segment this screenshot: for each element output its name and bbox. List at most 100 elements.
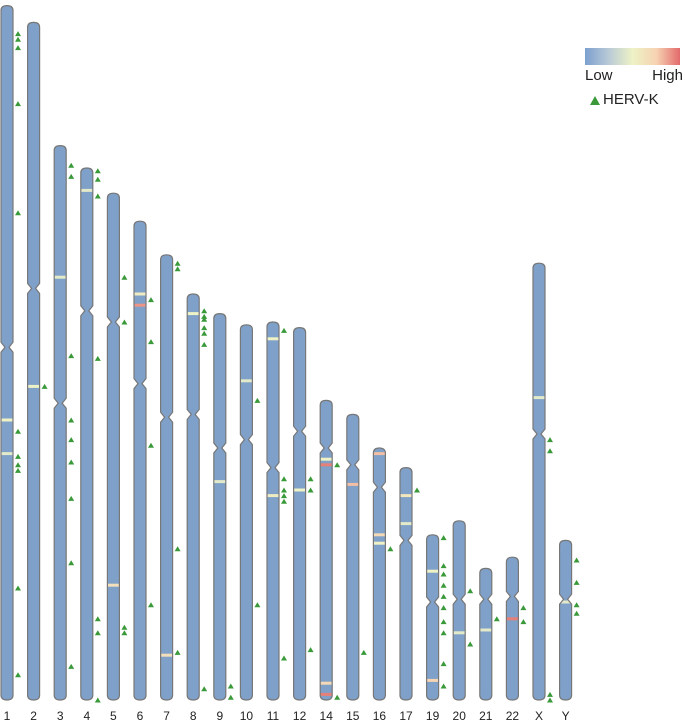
band-group xyxy=(213,480,226,484)
chromosome-label: 3 xyxy=(57,709,64,723)
herv-k-marker xyxy=(121,274,128,280)
chromosome-label: 4 xyxy=(83,709,90,723)
chromosome-outline xyxy=(532,262,546,701)
herv-k-marker xyxy=(440,571,447,577)
herv-k-marker xyxy=(440,630,447,636)
density-band xyxy=(453,631,466,635)
herv-k-marker xyxy=(573,557,580,563)
chromosome-label: 16 xyxy=(373,709,387,723)
herv-k-marker xyxy=(15,585,21,591)
herv-k-marker xyxy=(467,641,474,647)
herv-k-marker xyxy=(440,535,447,541)
density-band xyxy=(213,480,226,484)
herv-k-marker xyxy=(174,649,181,655)
band-group xyxy=(1,418,13,456)
herv-k-marker xyxy=(440,605,447,611)
herv-k-marker xyxy=(281,498,287,504)
herv-k-marker xyxy=(15,453,21,459)
herv-k-marker xyxy=(15,36,21,42)
chromosome xyxy=(479,568,492,700)
herv-k-marker xyxy=(573,610,580,616)
herv-k-marker xyxy=(334,694,341,700)
chromosome-outline xyxy=(399,466,413,701)
herv-k-marker xyxy=(440,661,447,667)
chromosome xyxy=(160,254,173,701)
legend-marker xyxy=(590,96,600,105)
chromosome xyxy=(80,168,93,700)
band-group xyxy=(559,600,572,604)
herv-k-marker xyxy=(547,437,553,443)
chromosome-outline xyxy=(293,326,307,701)
herv-k-marker xyxy=(467,588,474,594)
herv-k-marker xyxy=(201,341,208,347)
band-group xyxy=(506,617,519,621)
density-band xyxy=(373,533,386,537)
herv-k-marker xyxy=(68,560,75,566)
herv-k-marker xyxy=(547,697,553,703)
chromosome-outline xyxy=(133,220,147,701)
chromosome-label: 19 xyxy=(426,709,440,723)
density-band xyxy=(160,653,173,657)
chromosome-outline xyxy=(505,556,519,701)
herv-k-marker xyxy=(201,325,208,331)
band-group xyxy=(346,482,359,486)
chromosome xyxy=(373,448,386,700)
density-band xyxy=(267,337,279,341)
chromosome-label: 11 xyxy=(267,709,280,723)
herv-k-marker xyxy=(387,546,394,552)
herv-k-marker xyxy=(227,683,234,689)
chromosome-label: 21 xyxy=(479,709,493,723)
herv-k-marker xyxy=(174,260,181,266)
density-band xyxy=(400,522,412,526)
density-band xyxy=(426,678,439,682)
density-band xyxy=(1,418,13,422)
chromosome xyxy=(240,324,253,700)
density-band xyxy=(27,384,40,388)
legend-marker-label: HERV-K xyxy=(603,91,659,108)
herv-k-marker xyxy=(121,630,128,636)
band-group xyxy=(107,583,120,587)
chromosome-outline xyxy=(372,447,386,701)
herv-k-marker xyxy=(41,383,48,389)
herv-k-marker xyxy=(148,442,154,448)
herv-k-marker xyxy=(174,546,181,552)
herv-k-marker xyxy=(360,649,367,655)
density-band xyxy=(559,600,572,604)
chromosome xyxy=(134,221,146,700)
chromosome-label: 1 xyxy=(4,709,11,723)
band-group xyxy=(320,457,333,696)
density-band xyxy=(426,569,439,573)
chromosome-outline xyxy=(106,192,120,701)
chromosome xyxy=(54,145,67,701)
chromosome xyxy=(506,557,519,700)
band-group xyxy=(54,275,67,279)
herv-k-marker xyxy=(68,459,75,465)
chromosome-outline xyxy=(559,539,573,701)
chromosome xyxy=(1,5,13,701)
density-band xyxy=(373,452,386,456)
herv-k-marker xyxy=(440,593,447,599)
herv-k-marker xyxy=(227,694,234,700)
chromosome-label: 5 xyxy=(110,709,117,723)
herv-k-marker xyxy=(254,397,261,403)
herv-k-marker xyxy=(15,428,21,434)
band-group xyxy=(134,292,146,307)
herv-k-marker xyxy=(15,45,21,51)
band-group xyxy=(80,188,93,192)
chromosome-outline xyxy=(426,534,440,701)
chromosome xyxy=(27,22,40,700)
chromosome-outline xyxy=(213,312,227,701)
herv-k-marker xyxy=(440,619,447,625)
herv-k-marker xyxy=(68,162,75,168)
density-band xyxy=(267,494,279,498)
herv-k-marker xyxy=(334,462,341,468)
herv-k-marker xyxy=(94,168,101,174)
chromosome-label: Y xyxy=(562,709,570,723)
herv-k-marker xyxy=(547,448,553,454)
density-band xyxy=(506,617,519,621)
herv-k-marker xyxy=(493,616,500,622)
band-group xyxy=(533,396,545,400)
chromosome xyxy=(107,193,120,700)
density-band xyxy=(320,692,333,696)
chromosome-outline xyxy=(0,4,14,701)
